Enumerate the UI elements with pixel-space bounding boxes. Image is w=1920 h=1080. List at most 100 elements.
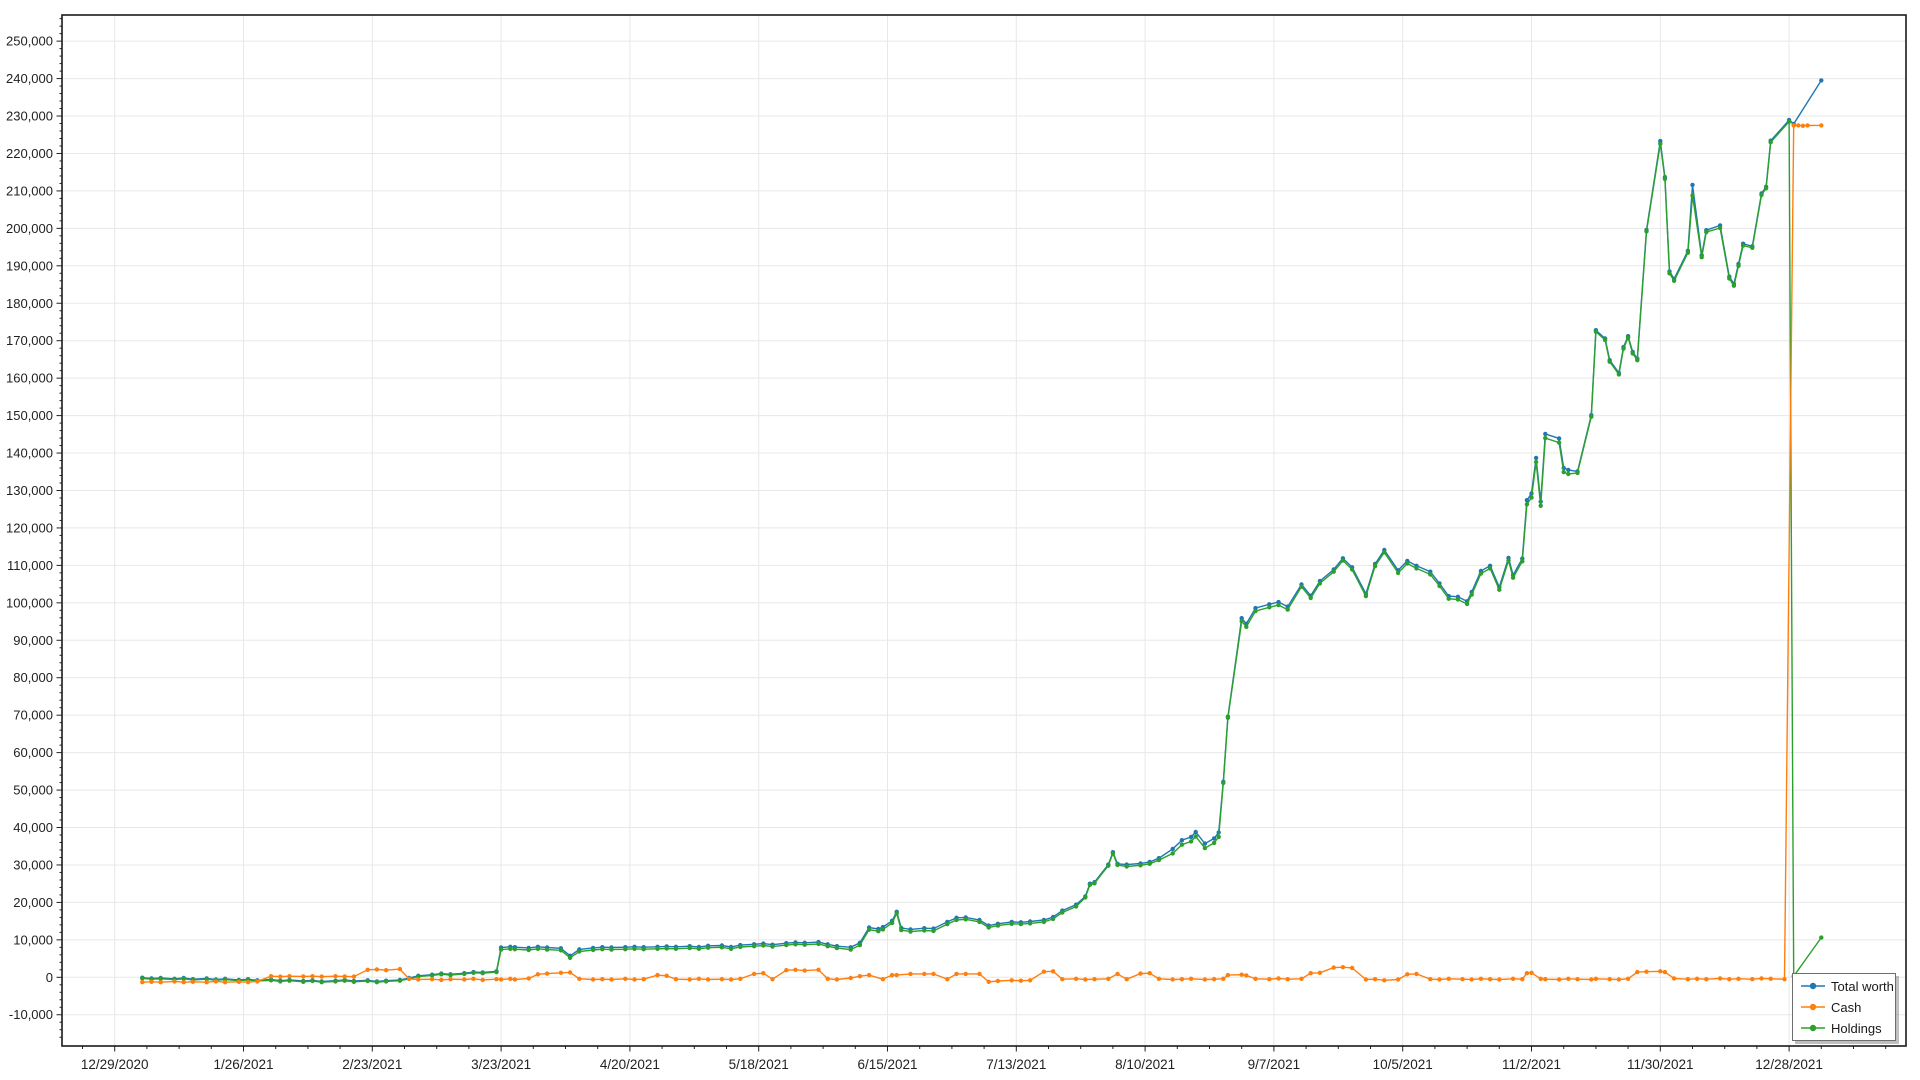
data-point-cash — [1156, 976, 1162, 981]
data-point-holdings — [287, 978, 292, 983]
data-point-cash — [158, 980, 163, 985]
data-point-holdings — [342, 978, 347, 983]
data-point-cash — [1083, 977, 1088, 982]
data-point-holdings — [1317, 581, 1323, 586]
data-point-cash — [1221, 976, 1226, 981]
svg-text:-10,000: -10,000 — [9, 1007, 53, 1022]
data-point-holdings — [1607, 359, 1612, 364]
data-point-cash — [1469, 977, 1474, 982]
data-point-total-worth — [1819, 78, 1824, 83]
data-point-holdings — [383, 979, 389, 984]
total-worth-marker-icon — [1801, 982, 1825, 990]
data-point-cash — [1405, 972, 1410, 977]
data-point-holdings — [825, 944, 830, 949]
data-point-cash — [268, 974, 274, 979]
data-point-holdings — [1179, 842, 1185, 847]
data-point-cash — [480, 977, 485, 983]
data-point-holdings — [1372, 563, 1378, 569]
data-point-holdings — [954, 917, 959, 923]
data-point-holdings — [880, 927, 886, 932]
data-point-holdings — [1533, 459, 1539, 465]
data-point-total-worth — [1170, 846, 1175, 852]
data-point-cash — [866, 972, 872, 978]
svg-text:7/13/2021: 7/13/2021 — [986, 1057, 1046, 1072]
data-point-holdings — [1699, 255, 1704, 260]
data-point-cash — [673, 977, 679, 982]
data-point-cash — [963, 971, 968, 977]
x-axis-labels: 12/29/2020 1/26/2021 2/23/2021 3/23/2021 4/2… — [81, 1057, 1823, 1072]
svg-text:60,000: 60,000 — [13, 745, 53, 760]
plot-background — [62, 15, 1906, 1046]
data-point-holdings — [1690, 193, 1695, 198]
legend-item-holdings[interactable]: Holdings — [1800, 1019, 1895, 1037]
series-holdings[interactable] — [140, 119, 1824, 985]
series-cash[interactable] — [140, 123, 1824, 985]
data-point-holdings — [1625, 335, 1631, 340]
data-point-cash — [1041, 969, 1047, 974]
data-point-cash — [365, 967, 370, 972]
data-point-cash — [1188, 976, 1194, 981]
svg-text:230,000: 230,000 — [6, 109, 53, 124]
data-point-cash — [204, 980, 209, 985]
data-point-cash — [255, 979, 260, 984]
data-point-cash — [1285, 977, 1290, 982]
data-point-holdings — [655, 946, 660, 951]
svg-text:160,000: 160,000 — [6, 371, 53, 386]
legend-item-total-worth[interactable]: Total worth — [1800, 977, 1895, 995]
data-point-cash — [508, 976, 513, 981]
data-point-cash — [1331, 965, 1336, 970]
data-point-holdings — [899, 927, 904, 933]
svg-text:5/18/2021: 5/18/2021 — [729, 1057, 789, 1072]
data-point-cash — [1395, 977, 1401, 982]
data-point-cash — [351, 974, 357, 979]
data-point-holdings — [1593, 329, 1599, 334]
data-point-holdings — [1667, 271, 1672, 276]
data-point-holdings — [181, 976, 186, 981]
data-point-holdings — [439, 972, 444, 977]
svg-text:80,000: 80,000 — [13, 670, 53, 685]
data-point-holdings — [1060, 910, 1065, 915]
data-point-holdings — [1437, 583, 1442, 589]
data-point-cash — [319, 974, 324, 979]
svg-text:20,000: 20,000 — [13, 895, 53, 910]
svg-text:4/20/2021: 4/20/2021 — [600, 1057, 660, 1072]
data-point-cash — [719, 977, 725, 982]
data-point-holdings — [641, 947, 646, 952]
data-point-holdings — [268, 978, 274, 983]
data-point-holdings — [1529, 495, 1534, 500]
data-point-cash — [1372, 977, 1378, 982]
data-point-cash — [1575, 977, 1580, 982]
data-point-holdings — [471, 970, 476, 975]
data-point-cash — [1524, 971, 1530, 976]
data-point-cash — [834, 977, 840, 982]
data-point-holdings — [922, 928, 927, 933]
data-point-cash — [1018, 978, 1024, 983]
data-point-holdings — [1658, 141, 1663, 146]
data-point-holdings — [140, 976, 145, 981]
data-point-holdings — [761, 943, 766, 948]
data-point-holdings — [1340, 558, 1346, 563]
svg-text:6/15/2021: 6/15/2021 — [857, 1057, 917, 1072]
legend-item-cash[interactable]: Cash — [1800, 998, 1895, 1016]
data-point-cash — [1239, 972, 1244, 977]
data-point-cash — [416, 977, 421, 982]
data-point-cash — [1138, 971, 1143, 976]
data-point-cash — [1819, 123, 1824, 128]
data-point-holdings — [1662, 176, 1668, 182]
svg-text:3/23/2021: 3/23/2021 — [471, 1057, 531, 1072]
svg-text:10,000: 10,000 — [13, 932, 53, 947]
data-point-holdings — [1685, 250, 1691, 255]
data-point-cash — [728, 977, 734, 982]
data-point-cash — [705, 977, 711, 982]
svg-text:240,000: 240,000 — [6, 71, 53, 86]
data-point-holdings — [462, 971, 467, 977]
svg-text:150,000: 150,000 — [6, 408, 53, 423]
svg-text:200,000: 200,000 — [6, 221, 53, 236]
data-point-holdings — [319, 980, 324, 985]
svg-text:110,000: 110,000 — [7, 558, 53, 573]
data-point-cash — [1414, 971, 1419, 977]
data-point-holdings — [770, 944, 775, 949]
data-point-cash — [1253, 976, 1258, 981]
